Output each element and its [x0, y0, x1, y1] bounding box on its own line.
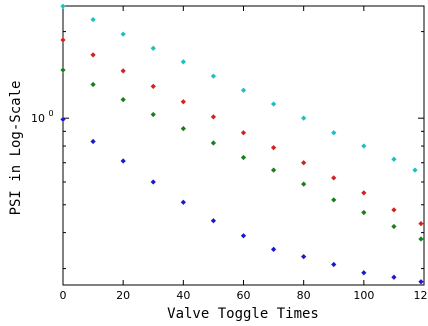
data-point-series-3	[150, 111, 156, 118]
x-tick-label: 20	[116, 289, 130, 302]
data-point-series-4	[150, 179, 156, 185]
y-tick-label-base: 10	[31, 112, 45, 125]
data-point-series-1	[270, 101, 277, 107]
data-point-series-1	[180, 59, 186, 65]
data-point-series-1	[240, 87, 247, 93]
data-point-series-1	[90, 17, 96, 23]
y-axis-label: PSI in Log-Scale	[8, 81, 24, 216]
data-point-series-2	[270, 144, 277, 151]
data-point-series-3	[180, 125, 186, 132]
data-point-series-4	[60, 116, 66, 123]
data-point-series-1	[150, 45, 156, 51]
data-point-series-4	[418, 279, 424, 285]
data-point-series-3	[90, 81, 96, 88]
data-point-series-3	[331, 197, 337, 203]
data-point-series-4	[361, 270, 367, 276]
data-point-series-2	[240, 130, 247, 136]
data-point-series-2	[60, 37, 66, 43]
data-point-series-4	[120, 158, 126, 164]
data-point-series-2	[361, 190, 367, 196]
data-marks	[60, 3, 424, 285]
x-axis: 0 20 40 60 80 100 120	[60, 6, 428, 302]
data-point-series-4	[391, 274, 397, 280]
data-point-series-1	[60, 3, 66, 9]
data-point-series-4	[301, 254, 307, 260]
data-point-series-4	[90, 138, 96, 145]
data-point-series-1	[412, 167, 418, 173]
data-point-series-3	[120, 97, 126, 103]
plot-area	[62, 5, 425, 286]
data-point-series-3	[210, 140, 217, 146]
x-axis-label: Valve Toggle Times	[167, 306, 319, 322]
data-point-series-4	[270, 246, 277, 252]
data-point-series-3	[361, 209, 367, 216]
data-point-series-3	[301, 181, 307, 187]
data-point-series-2	[331, 175, 337, 181]
x-tick-label: 100	[353, 289, 374, 302]
data-point-series-2	[120, 68, 126, 74]
data-point-series-2	[301, 160, 307, 166]
data-point-series-3	[240, 154, 247, 161]
data-point-series-3	[391, 223, 397, 230]
data-point-series-2	[180, 99, 186, 105]
x-tick-label: 40	[176, 289, 190, 302]
data-point-series-2	[90, 52, 96, 58]
x-tick-label: 60	[237, 289, 251, 302]
data-point-series-1	[391, 156, 397, 162]
data-point-series-2	[150, 83, 156, 89]
y-tick-label: 10 0	[31, 109, 54, 125]
data-point-series-3	[60, 67, 66, 73]
x-tick-label: 80	[297, 289, 311, 302]
y-tick-label-exponent: 0	[49, 109, 54, 118]
data-point-series-4	[180, 199, 186, 205]
y-axis	[63, 31, 424, 270]
data-point-series-1	[120, 31, 126, 37]
data-point-series-2	[391, 207, 397, 213]
data-point-series-1	[361, 143, 367, 149]
data-point-series-3	[418, 236, 424, 242]
data-point-series-4	[331, 261, 337, 268]
data-point-series-4	[240, 233, 247, 239]
x-tick-label: 120	[414, 289, 428, 302]
data-point-series-2	[418, 220, 424, 227]
data-point-series-4	[210, 218, 217, 224]
data-point-series-1	[301, 115, 307, 121]
x-tick-label: 0	[60, 289, 67, 302]
data-point-series-1	[331, 130, 337, 136]
data-point-series-3	[270, 167, 277, 173]
data-point-series-1	[210, 73, 217, 79]
data-point-series-2	[210, 114, 217, 120]
